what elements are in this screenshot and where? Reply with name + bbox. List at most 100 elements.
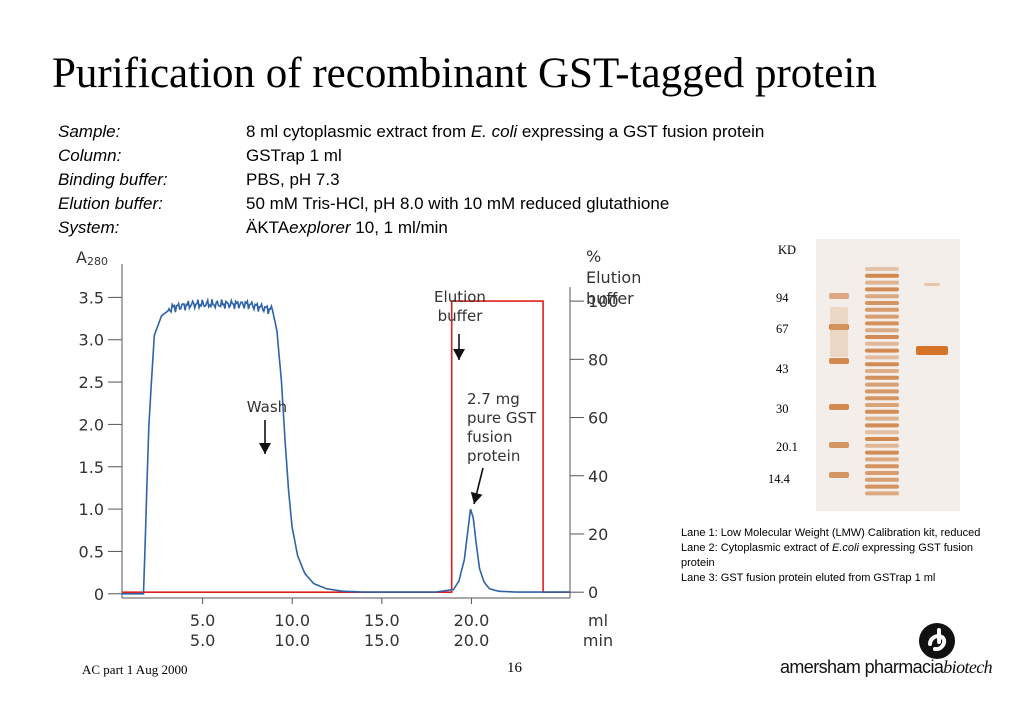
y-tick-label: 0 <box>94 585 104 604</box>
arrow-protein-peak-head <box>470 491 483 504</box>
arrow-wash-head <box>259 443 271 454</box>
param-value: 8 ml cytoplasmic extract from E. coli ex… <box>246 122 765 141</box>
param-row-system: System: ÄKTAexplorer 10, 1 ml/min <box>58 216 764 240</box>
annotation-protein-yield: fusion <box>467 428 512 446</box>
x-tick-label-ml: 5.0 <box>190 611 215 630</box>
legend-lane-2: Lane 2: Cytoplasmic extract of E.coli ex… <box>681 542 974 569</box>
page-number: 16 <box>507 660 522 676</box>
sds-page-gel-image <box>816 239 960 511</box>
gel-band-lane-2 <box>865 287 899 292</box>
y-tick-label: 2.5 <box>79 373 104 392</box>
gel-bands <box>829 267 948 496</box>
y-tick-label: 2.0 <box>79 415 104 434</box>
gel-band-lane-2 <box>865 430 899 435</box>
x-tick-label-ml: 10.0 <box>274 611 310 630</box>
param-row-sample: Sample: 8 ml cytoplasmic extract from E.… <box>58 120 764 144</box>
gel-band-lane-2 <box>865 450 899 455</box>
arrow-elution-buffer-head <box>453 349 465 360</box>
a280-absorbance-line <box>122 297 570 595</box>
gel-marker-label: 67 <box>776 322 789 336</box>
param-value: PBS, pH 7.3 <box>246 170 340 189</box>
gel-band-lane-2 <box>865 477 899 482</box>
x-tick-label-min: 10.0 <box>274 631 310 650</box>
gel-band-lane-2 <box>865 443 899 448</box>
y2-axis-title-line: buffer <box>586 289 634 308</box>
gel-band-lane-2 <box>865 273 899 278</box>
gel-band-lane-3 <box>924 283 940 286</box>
gel-band-lane-2 <box>865 409 899 414</box>
legend-lane-3: Lane 3: GST fusion protein eluted from G… <box>681 572 936 584</box>
gel-band-lane-2 <box>865 457 899 462</box>
brand-wordmark: amersham pharmaciabiotech <box>780 657 993 677</box>
x-tick-label-min: 15.0 <box>364 631 400 650</box>
y2-tick-label: 100 <box>588 292 619 311</box>
x-tick-label-ml: 15.0 <box>364 611 400 630</box>
gel-band-lane-2 <box>865 471 899 475</box>
y-axis-title: A280 <box>76 248 108 268</box>
gel-band-lane-2 <box>865 362 899 367</box>
x-axis-unit-min: min <box>583 631 613 650</box>
param-label: System: <box>58 218 120 237</box>
gel-band-lane-2 <box>865 375 899 380</box>
y2-tick-label: 60 <box>588 409 608 428</box>
gel-marker-label: 20.1 <box>776 440 798 454</box>
gel-band-lane-2 <box>865 328 899 333</box>
gel-band-lane-1 <box>829 293 849 299</box>
gel-band-lane-2 <box>865 348 899 353</box>
gel-band-lane-1 <box>829 442 849 448</box>
gel-band-lane-2 <box>865 321 899 326</box>
y2-tick-label: 40 <box>588 467 608 486</box>
gel-band-lane-1 <box>829 324 849 330</box>
legend-lane-1: Lane 1: Low Molecular Weight (LMW) Calib… <box>681 527 981 539</box>
gel-band-lane-2 <box>865 335 899 339</box>
y-tick-label: 3.5 <box>79 288 104 307</box>
param-label: Binding buffer: <box>58 170 168 189</box>
y2-axis-title-line: Elution <box>586 268 641 287</box>
gel-band-lane-2 <box>865 416 899 421</box>
gel-band-lane-2 <box>865 437 899 441</box>
param-value: 50 mM Tris-HCl, pH 8.0 with 10 mM reduce… <box>246 194 670 213</box>
gel-band-lane-2 <box>865 355 899 360</box>
gel-band-lane-2 <box>865 294 899 299</box>
annotation-elution-buffer: Elution <box>434 288 486 306</box>
annotation-protein-yield: pure GST <box>467 409 537 427</box>
gel-band-lane-2 <box>865 491 899 496</box>
gel-marker-label: 43 <box>776 362 789 376</box>
param-row-elution-buffer: Elution buffer: 50 mM Tris-HCl, pH 8.0 w… <box>58 192 764 216</box>
param-value: ÄKTAexplorer 10, 1 ml/min <box>246 218 448 237</box>
y-tick-label: 3.0 <box>79 331 104 350</box>
gel-band-lane-2 <box>865 280 899 285</box>
y-tick-label: 0.5 <box>79 542 104 561</box>
param-row-binding-buffer: Binding buffer: PBS, pH 7.3 <box>58 168 764 192</box>
gel-band-lane-2 <box>865 423 899 428</box>
annotation-protein-yield: protein <box>467 447 520 465</box>
company-logo-icon <box>919 623 955 659</box>
annotation-wash: Wash <box>247 398 287 416</box>
y-tick-label: 1.5 <box>79 458 104 477</box>
x-tick-label-ml: 20.0 <box>454 611 490 630</box>
gel-band-lane-2 <box>865 464 899 469</box>
param-row-column: Column: GSTrap 1 ml <box>58 144 764 168</box>
gel-marker-label: 14.4 <box>768 472 790 486</box>
gel-band-lane-2 <box>865 307 899 312</box>
y2-axis-title-line: % <box>586 247 601 266</box>
gel-band-lane-2 <box>865 403 899 407</box>
param-value: GSTrap 1 ml <box>246 146 342 165</box>
gel-band-lane-1 <box>829 358 849 364</box>
gel-smear-lane-1 <box>830 307 848 357</box>
method-parameters: Sample: 8 ml cytoplasmic extract from E.… <box>58 120 764 240</box>
chromatogram-chart: 0 0.5 1.0 1.5 2.0 2.5 3.0 3.5 0 20 40 60 80 100 5.05.0… <box>76 247 641 650</box>
y2-tick-label: 20 <box>588 525 608 544</box>
y2-tick-label: 80 <box>588 350 608 369</box>
gel-band-lane-2 <box>865 369 899 373</box>
x-tick-label-min: 20.0 <box>454 631 490 650</box>
param-label: Sample: <box>58 122 121 141</box>
x-tick-label-min: 5.0 <box>190 631 215 650</box>
param-label: Column: <box>58 146 122 165</box>
gel-band-lane-2 <box>865 267 899 271</box>
gel-band-lane-3 <box>916 346 948 355</box>
x-axis-unit-ml: ml <box>588 611 608 630</box>
gel-band-lane-2 <box>865 389 899 394</box>
gel-band-lane-2 <box>865 484 899 489</box>
y-tick-label: 1.0 <box>79 500 104 519</box>
